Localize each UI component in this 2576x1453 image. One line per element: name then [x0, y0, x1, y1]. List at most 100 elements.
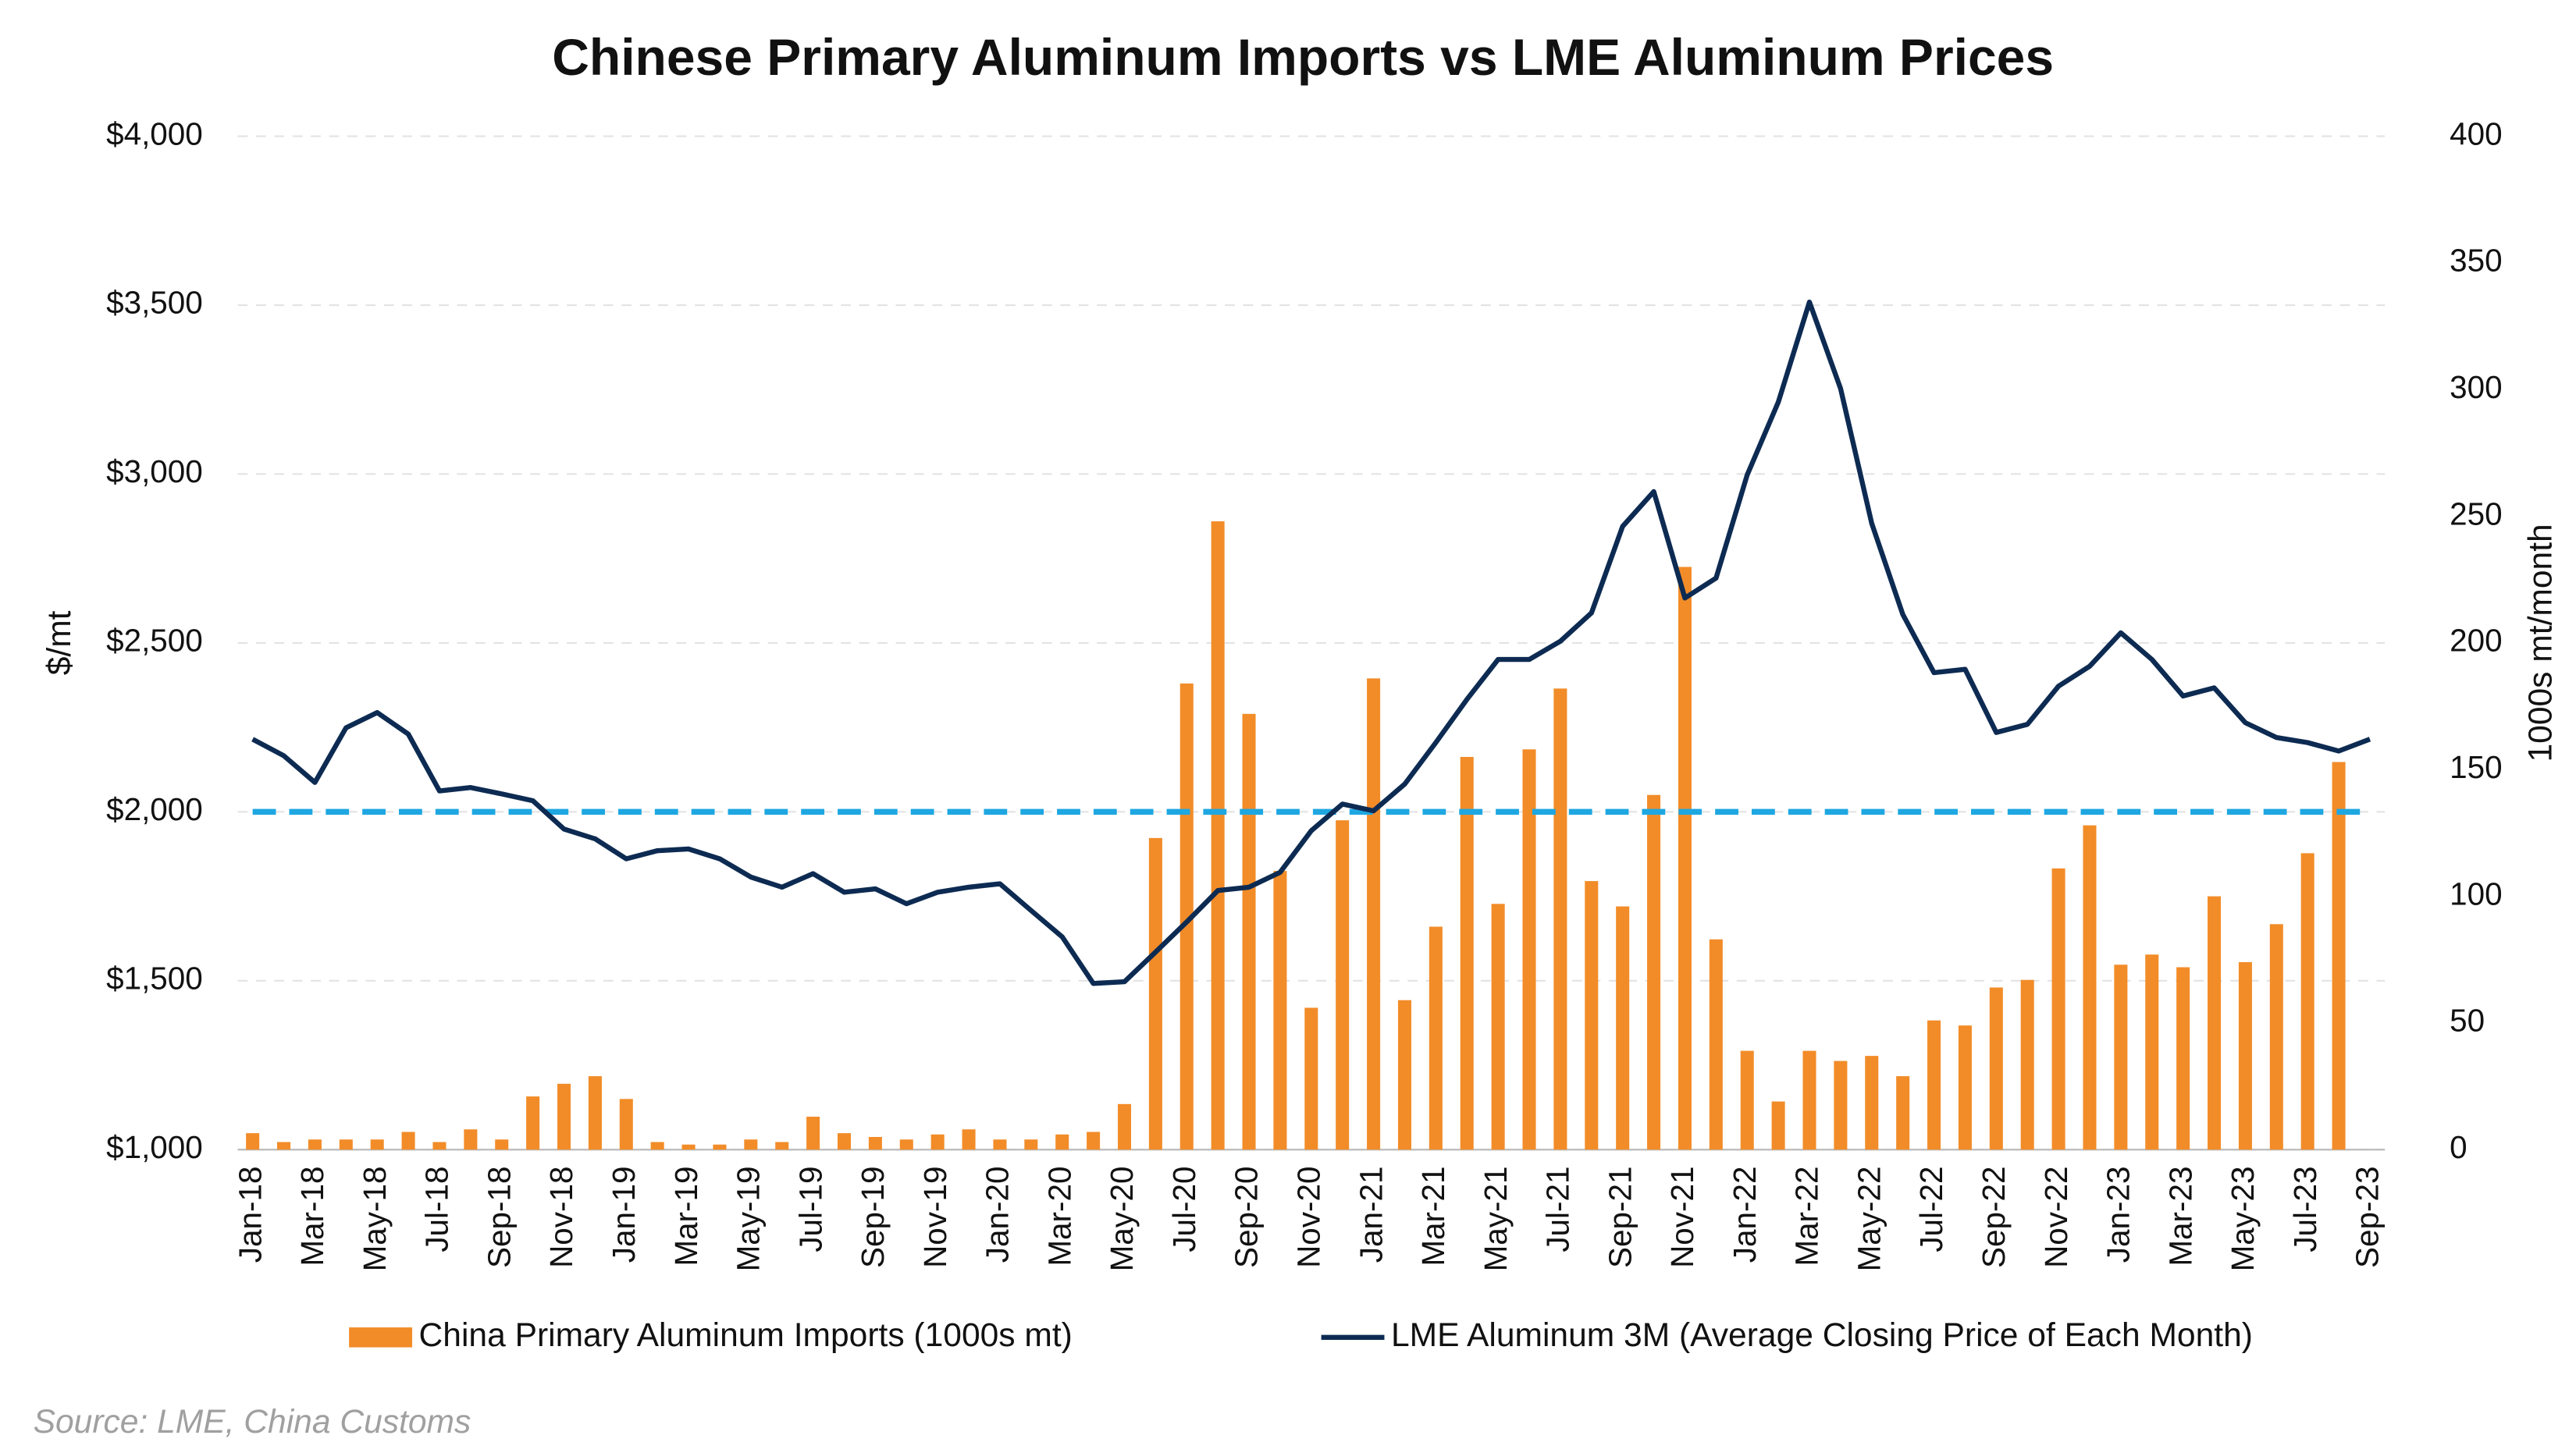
x-tick-label: Sep-21	[1602, 1167, 1638, 1268]
bar	[1491, 904, 1505, 1150]
bar	[775, 1142, 789, 1150]
x-tick-label: May-18	[357, 1167, 393, 1272]
bar	[1585, 881, 1599, 1150]
bar	[2114, 965, 2128, 1150]
bar	[962, 1129, 976, 1150]
bar	[930, 1134, 945, 1150]
bar	[650, 1142, 664, 1150]
bar	[2238, 961, 2252, 1150]
y-tick-label: $3,000	[106, 453, 203, 489]
bar	[2083, 825, 2097, 1150]
x-tick-label: May-20	[1104, 1167, 1140, 1272]
bar	[1179, 683, 1194, 1150]
bar	[370, 1139, 384, 1150]
x-tick-label: Jul-18	[419, 1167, 455, 1252]
bar	[1709, 939, 1723, 1150]
bar	[2300, 853, 2314, 1150]
bar	[2332, 762, 2346, 1150]
legend-label: LME Aluminum 3M (Average Closing Price o…	[1391, 1316, 2253, 1354]
y2-tick-label: 300	[2450, 369, 2502, 405]
bar	[2145, 954, 2159, 1150]
bar	[681, 1144, 696, 1150]
y-tick-label: $2,000	[106, 791, 203, 827]
x-tick-label: Jan-20	[980, 1167, 1016, 1263]
x-tick-label: May-19	[731, 1167, 767, 1272]
bar	[1989, 987, 2003, 1150]
x-tick-label: Mar-20	[1041, 1167, 1077, 1266]
x-tick-label: Mar-21	[1415, 1167, 1451, 1266]
x-tick-label: Jan-18	[232, 1167, 268, 1263]
bar	[1429, 926, 1443, 1150]
y2-tick-label: 50	[2450, 1003, 2485, 1039]
y-axis-label: $/mt	[41, 610, 78, 675]
bar	[1367, 678, 1381, 1150]
bar	[2051, 868, 2065, 1150]
bar	[899, 1139, 913, 1150]
bar	[277, 1142, 291, 1150]
x-tick-label: Nov-18	[543, 1167, 579, 1268]
bar	[339, 1139, 353, 1150]
bar	[1148, 837, 1162, 1150]
bar	[806, 1117, 820, 1150]
bar	[557, 1083, 571, 1150]
x-tick-label: Jul-19	[792, 1167, 828, 1252]
y2-tick-label: 250	[2450, 496, 2502, 531]
x-tick-label: Jan-22	[1727, 1167, 1763, 1263]
bar	[1896, 1076, 1910, 1150]
x-tick-label: Nov-22	[2038, 1167, 2074, 1268]
x-tick-label: Sep-20	[1229, 1167, 1265, 1268]
y2-tick-label: 400	[2450, 115, 2502, 151]
x-tick-label: Nov-20	[1290, 1167, 1326, 1268]
bar	[1024, 1139, 1038, 1150]
bar	[1771, 1101, 1785, 1150]
bar	[744, 1139, 758, 1150]
x-tick-label: Mar-22	[1789, 1167, 1825, 1266]
y2-tick-label: 150	[2450, 749, 2502, 785]
bar	[868, 1137, 882, 1150]
bar	[2176, 967, 2190, 1150]
y-tick-label: $1,000	[106, 1129, 203, 1165]
bar	[495, 1139, 509, 1150]
bar	[1211, 521, 1225, 1150]
x-tick-label: May-21	[1478, 1167, 1514, 1272]
x-tick-label: Jul-23	[2287, 1167, 2323, 1252]
bar	[2208, 896, 2222, 1150]
bar	[1117, 1103, 1131, 1150]
bar	[1865, 1056, 1879, 1150]
bar	[1336, 820, 1350, 1150]
bar	[1802, 1050, 1816, 1150]
y2-tick-label: 200	[2450, 623, 2502, 659]
bar	[837, 1133, 852, 1150]
bar	[1740, 1050, 1754, 1150]
bar	[2269, 924, 2283, 1150]
y2-tick-label: 0	[2450, 1129, 2467, 1165]
legend-label: China Primary Aluminum Imports (1000s mt…	[419, 1316, 1073, 1354]
bar	[1055, 1134, 1069, 1150]
bar	[432, 1142, 447, 1150]
bar	[713, 1144, 727, 1150]
x-tick-label: Jan-23	[2101, 1167, 2137, 1263]
y-tick-label: $4,000	[106, 115, 203, 151]
bar	[1397, 1000, 1411, 1150]
y2-tick-label: 350	[2450, 243, 2502, 279]
x-tick-label: Jul-21	[1540, 1167, 1576, 1252]
x-tick-label: Sep-18	[481, 1167, 517, 1268]
x-tick-label: May-22	[1851, 1167, 1887, 1272]
bar	[1522, 749, 1536, 1150]
bar	[619, 1099, 633, 1150]
x-tick-label: Mar-18	[294, 1167, 330, 1266]
bar	[1460, 757, 1474, 1150]
bar	[1616, 906, 1630, 1150]
bar	[993, 1139, 1007, 1150]
bar	[1304, 1007, 1318, 1150]
chart-title: Chinese Primary Aluminum Imports vs LME …	[552, 28, 2054, 86]
bar	[1647, 794, 1661, 1150]
x-tick-label: Sep-19	[855, 1167, 891, 1268]
bar	[1927, 1020, 1941, 1150]
x-tick-label: Sep-23	[2350, 1167, 2386, 1268]
bar	[1087, 1131, 1101, 1150]
bar	[1834, 1060, 1848, 1150]
bar	[308, 1139, 322, 1150]
